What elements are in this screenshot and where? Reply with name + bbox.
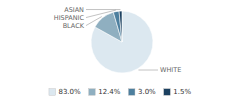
legend-label: 3.0% [138, 88, 156, 96]
leader-line [86, 17, 102, 26]
pie [91, 11, 153, 73]
chart: ASIANHISPANICBLACK WHITE 83.0% 12.4% 3.0% 1.5… [0, 0, 240, 100]
slice-label: ASIAN [64, 6, 84, 14]
leader-line [86, 9, 120, 10]
slice-label: BLACK [63, 22, 85, 30]
leader-line [138, 70, 158, 71]
legend-swatch [89, 89, 96, 96]
legend-item: 1.5% [164, 88, 192, 96]
legend: 83.0% 12.4% 3.0% 1.5% [49, 88, 191, 96]
slice-label: WHITE [160, 66, 181, 74]
legend-label: 1.5% [173, 88, 191, 96]
leader-line [86, 10, 116, 17]
legend-item: 3.0% [128, 88, 156, 96]
pie-slice [113, 11, 122, 42]
legend-label: 83.0% [58, 88, 81, 96]
pie-slice [91, 11, 153, 73]
legend-label: 12.4% [98, 88, 121, 96]
legend-swatch [49, 89, 56, 96]
legend-item: 12.4% [89, 88, 121, 96]
pie-slice [119, 11, 122, 42]
slice-label: HISPANIC [54, 14, 85, 22]
slice-labels: ASIANHISPANICBLACK WHITE [54, 6, 182, 74]
legend-swatch [164, 89, 171, 96]
legend-item: 83.0% [49, 88, 81, 96]
legend-swatch [128, 89, 135, 96]
